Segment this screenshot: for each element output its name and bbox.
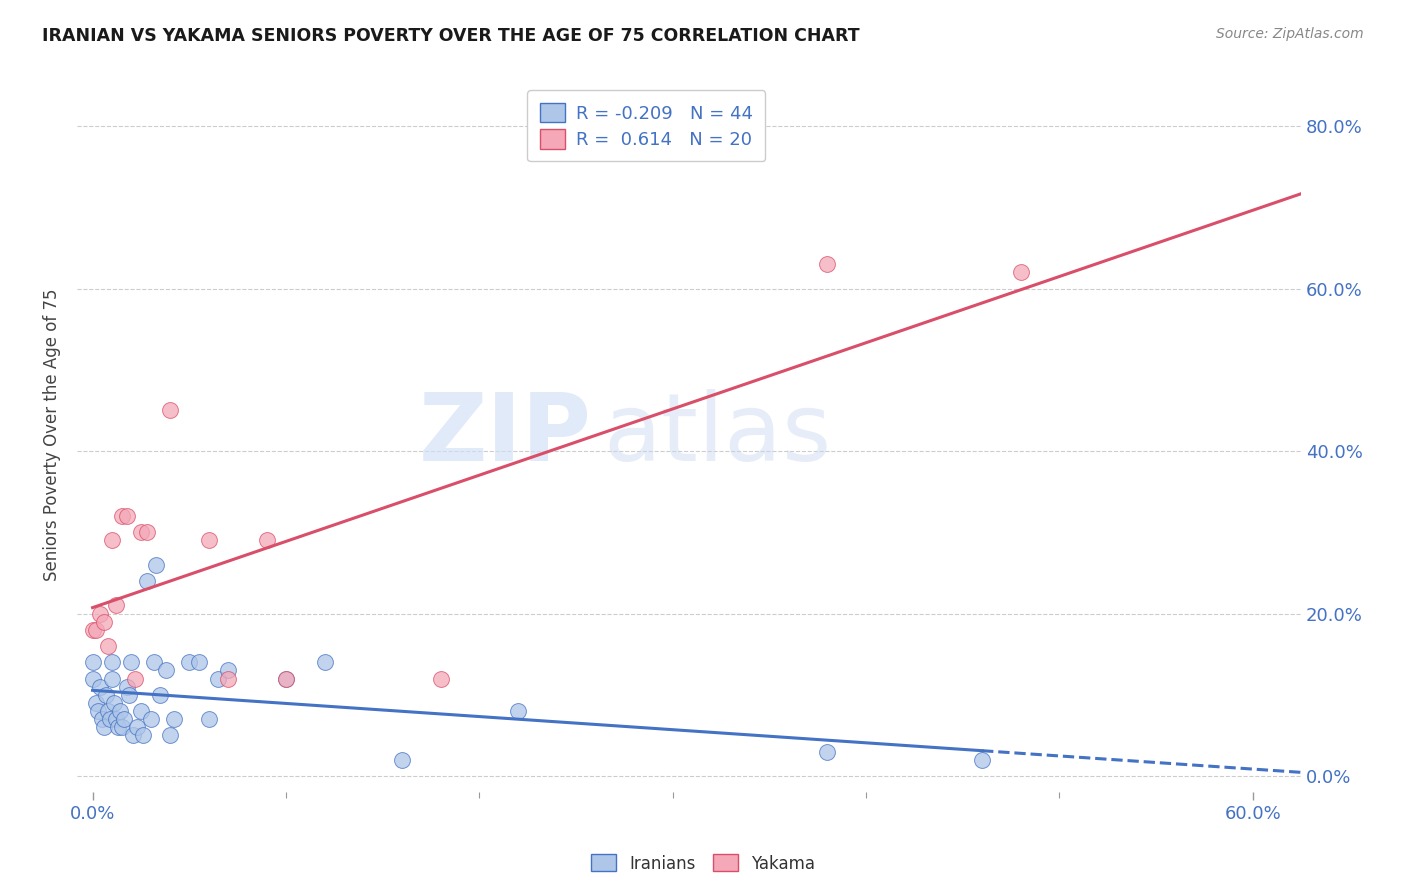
Point <box>124 672 146 686</box>
Point <box>112 712 135 726</box>
Point <box>120 656 142 670</box>
Point <box>82 623 104 637</box>
Point <box>207 672 229 686</box>
Point <box>87 704 110 718</box>
Point <box>122 728 145 742</box>
Point <box>179 656 201 670</box>
Point <box>82 656 104 670</box>
Point <box>217 672 239 686</box>
Point <box>86 696 108 710</box>
Legend: R = -0.209   N = 44, R =  0.614   N = 20: R = -0.209 N = 44, R = 0.614 N = 20 <box>527 90 765 161</box>
Y-axis label: Seniors Poverty Over the Age of 75: Seniors Poverty Over the Age of 75 <box>44 289 60 581</box>
Point <box>143 656 166 670</box>
Text: IRANIAN VS YAKAMA SENIORS POVERTY OVER THE AGE OF 75 CORRELATION CHART: IRANIAN VS YAKAMA SENIORS POVERTY OVER T… <box>42 27 860 45</box>
Point <box>197 712 219 726</box>
Point <box>155 664 177 678</box>
Point <box>815 257 838 271</box>
Point <box>107 720 129 734</box>
Point <box>159 728 181 742</box>
Point <box>93 720 115 734</box>
Point <box>132 728 155 742</box>
Point <box>970 753 993 767</box>
Point <box>217 664 239 678</box>
Point <box>97 704 120 718</box>
Point <box>94 688 117 702</box>
Point <box>101 656 124 670</box>
Point <box>1010 265 1032 279</box>
Point <box>125 720 148 734</box>
Text: Source: ZipAtlas.com: Source: ZipAtlas.com <box>1216 27 1364 41</box>
Point <box>129 704 152 718</box>
Point <box>135 525 157 540</box>
Point <box>274 672 297 686</box>
Point <box>274 672 297 686</box>
Point <box>104 712 127 726</box>
Point <box>117 680 139 694</box>
Point <box>149 688 172 702</box>
Point <box>101 672 124 686</box>
Point <box>187 656 209 670</box>
Point <box>103 696 125 710</box>
Point <box>93 615 115 629</box>
Point <box>101 533 124 548</box>
Point <box>104 599 127 613</box>
Point <box>110 509 132 524</box>
Point <box>89 680 111 694</box>
Text: ZIP: ZIP <box>419 389 591 481</box>
Point <box>82 672 104 686</box>
Point <box>159 403 181 417</box>
Point <box>506 704 529 718</box>
Point <box>118 688 141 702</box>
Point <box>108 704 131 718</box>
Point <box>135 574 157 588</box>
Point <box>97 639 120 653</box>
Point <box>129 525 152 540</box>
Point <box>256 533 278 548</box>
Legend: Iranians, Yakama: Iranians, Yakama <box>585 847 821 880</box>
Point <box>163 712 186 726</box>
Point <box>89 607 111 621</box>
Point <box>815 745 838 759</box>
Point <box>110 720 132 734</box>
Point <box>86 623 108 637</box>
Point <box>139 712 162 726</box>
Point <box>391 753 413 767</box>
Point <box>314 656 336 670</box>
Point <box>197 533 219 548</box>
Point <box>117 509 139 524</box>
Point <box>429 672 451 686</box>
Point <box>145 558 167 572</box>
Point <box>91 712 114 726</box>
Text: atlas: atlas <box>603 389 832 481</box>
Point <box>98 712 121 726</box>
